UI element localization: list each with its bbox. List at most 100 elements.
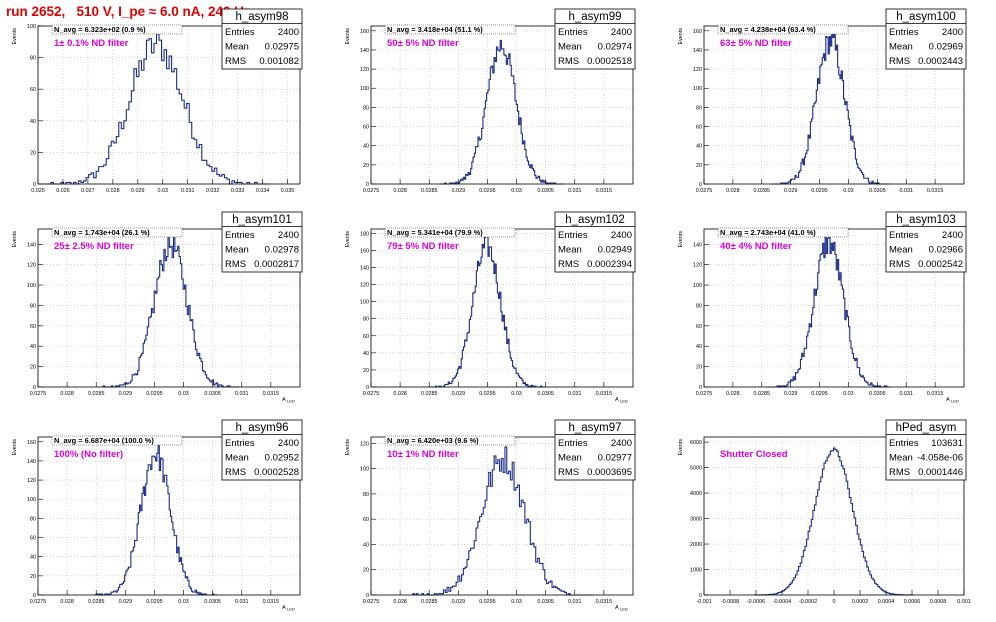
filter-annotation: 25± 2.5% ND filter	[54, 241, 134, 252]
y-tick-label: 60	[696, 125, 702, 131]
stats-value: 0.02975	[265, 42, 299, 53]
stats-value: 0.02949	[598, 245, 632, 256]
histogram-name: hPed_asym	[896, 422, 957, 434]
x-tick-label: 0.0315	[596, 391, 613, 397]
x-tick-label: 0	[833, 599, 836, 605]
histogram-name: h_asym101	[232, 214, 291, 226]
stats-label: Mean	[889, 42, 913, 53]
stats-label: RMS	[225, 56, 246, 67]
y-tick-label: 120	[693, 67, 702, 73]
histogram-bars	[43, 33, 270, 185]
histogram-panel: 0.0275 0.028 0.0285 0.029 0.0295 0.03 0.0305 0.…	[12, 419, 303, 612]
x-tick-label: 0.031	[899, 188, 913, 194]
y-tick-label: 0	[366, 182, 369, 188]
x-tick-label: 0.0305	[204, 391, 221, 397]
stats-label: Entries	[558, 438, 588, 449]
y-tick-label: 40	[363, 144, 369, 150]
x-tick-label: -0.001	[696, 599, 711, 605]
filter-annotation: 63± 5% ND filter	[720, 38, 792, 49]
y-tick-label: 140	[360, 48, 369, 54]
x-tick-label: 0.0275	[30, 599, 47, 605]
x-tick-label: 0.0295	[146, 599, 163, 605]
x-tick-label: 0.032	[206, 188, 220, 194]
y-tick-label: 80	[696, 303, 702, 309]
x-tick-label: 0.0315	[263, 391, 280, 397]
x-tick-label: 0.0285	[754, 188, 771, 194]
y-tick-label: 120	[360, 67, 369, 73]
x-axis-label: A	[946, 397, 950, 403]
y-tick-label: 100	[27, 497, 36, 503]
y-tick-label: 60	[30, 536, 36, 542]
x-tick-label: 0.028	[60, 391, 74, 397]
y-tick-label: 80	[363, 492, 369, 498]
navg-box	[717, 227, 849, 238]
x-tick-label: 0.028	[726, 188, 740, 194]
x-tick-label: 0.028	[393, 188, 407, 194]
y-tick-label: 0	[33, 593, 36, 599]
y-tick-label: 160	[360, 248, 369, 254]
y-tick-label: 40	[30, 119, 36, 125]
stats-box	[885, 8, 967, 70]
y-tick-label: 0	[366, 593, 369, 599]
x-tick-label: 0.028	[106, 188, 120, 194]
y-tick-label: 0	[33, 385, 36, 391]
stats-label: Entries	[225, 230, 255, 241]
x-tick-label: 0.0275	[363, 599, 380, 605]
y-tick-label: 4000	[690, 491, 702, 497]
histogram-panel: -0.001 -0.0008 -0.0006 -0.0004 -0.0002 0 0.000…	[678, 419, 971, 605]
x-tick-label: 0.028	[60, 599, 74, 605]
histogram-name: h_asym96	[235, 422, 288, 434]
y-tick-label: 40	[696, 344, 702, 350]
x-tick-label: 0.031	[568, 599, 582, 605]
navg-box	[51, 435, 183, 446]
y-axis-label: Events	[345, 231, 351, 248]
stats-value: -4.058e-06	[917, 453, 963, 464]
stats-label: Mean	[225, 42, 249, 53]
x-tick-label: 0.029	[452, 188, 466, 194]
y-tick-label: 3000	[690, 517, 702, 523]
stats-value: 0.02969	[929, 42, 963, 53]
y-tick-label: 80	[363, 105, 369, 111]
stats-value: 0.0002443	[918, 56, 963, 67]
x-tick-label: 0.031	[235, 391, 249, 397]
y-tick-label: 140	[27, 459, 36, 465]
histogram-name: h_asym99	[568, 11, 621, 23]
y-tick-label: 180	[360, 231, 369, 237]
x-tick-label: 0.0305	[537, 599, 554, 605]
y-tick-label: 20	[363, 368, 369, 374]
y-tick-label: 140	[693, 242, 702, 248]
stats-label: Entries	[558, 230, 588, 241]
x-tick-label: 0.028	[393, 391, 407, 397]
x-tick-label: 0.0285	[421, 599, 438, 605]
filter-annotation: 100% (No filter)	[54, 449, 123, 460]
histogram-panel: 0.0275 0.028 0.0285 0.029 0.0295 0.03 0.0305 0.…	[345, 211, 636, 404]
navg-box	[384, 24, 516, 35]
y-tick-label: 120	[693, 263, 702, 269]
y-tick-label: 0	[699, 182, 702, 188]
navg-label: N_avg = 6.323e+02 (0.9 %)	[54, 25, 146, 34]
stats-value: 2400	[942, 230, 963, 241]
y-tick-label: 0	[366, 385, 369, 391]
histogram-panel: 0.0275 0.028 0.0285 0.029 0.0295 0.03 0.0305 0.…	[678, 8, 967, 194]
x-tick-label: 0.029	[119, 599, 133, 605]
x-axis-label: A	[615, 397, 619, 403]
filter-annotation: 10± 1% ND filter	[387, 449, 459, 460]
y-tick-label: 20	[696, 163, 702, 169]
histogram-bars	[439, 39, 564, 185]
y-tick-label: 40	[30, 555, 36, 561]
y-tick-label: 160	[27, 440, 36, 446]
x-axis-label-sub: LED	[620, 399, 628, 404]
y-tick-label: 140	[360, 265, 369, 271]
y-axis-label: Events	[12, 28, 18, 45]
histogram-name: h_asym100	[896, 11, 955, 23]
y-tick-label: 60	[696, 324, 702, 330]
stats-box	[221, 8, 303, 70]
stats-value: 0.001082	[259, 56, 299, 67]
stats-value: 2400	[942, 27, 963, 38]
x-tick-label: 0.028	[393, 599, 407, 605]
x-tick-label: 0.0285	[754, 391, 771, 397]
x-tick-label: 0.029	[119, 391, 133, 397]
filter-annotation: 50± 5% ND filter	[387, 38, 459, 49]
y-axis-label: Events	[678, 28, 684, 45]
